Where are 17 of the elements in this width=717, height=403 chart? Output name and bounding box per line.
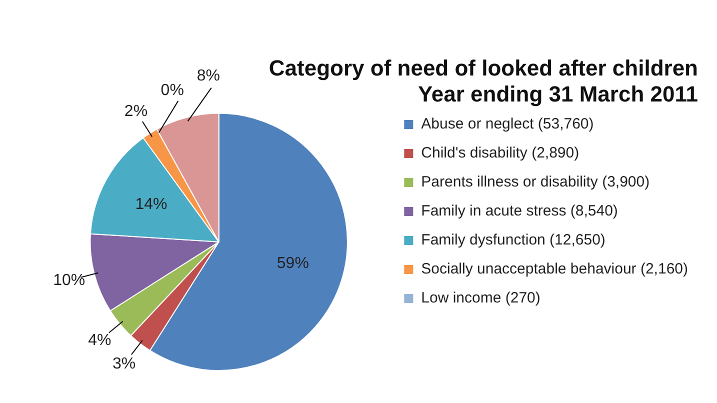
data-label: 8% bbox=[196, 68, 220, 85]
legend-label: Abuse or neglect (53,760) bbox=[421, 116, 594, 133]
legend-label: Child's disability (2,890) bbox=[421, 144, 580, 162]
data-label: 4% bbox=[88, 332, 112, 349]
legend-label: Family in acute stress (8,540) bbox=[421, 202, 618, 220]
legend-label: Low income (270) bbox=[421, 290, 540, 307]
data-label: 59% bbox=[276, 254, 309, 272]
legend-label: Parents illness or disability (3,900) bbox=[421, 174, 650, 191]
chart-title: Category of need of looked after children bbox=[268, 55, 698, 80]
text: Year ending 31 March 2011 bbox=[418, 82, 698, 107]
text: 0% bbox=[160, 82, 184, 99]
legend-label: Family dysfunction (12,650) bbox=[421, 232, 606, 249]
legend-label: Socially unacceptable behaviour (2,160) bbox=[421, 260, 688, 278]
data-label: 2% bbox=[124, 102, 148, 120]
data-label: 10% bbox=[53, 272, 86, 289]
data-label: 14% bbox=[135, 196, 168, 214]
data-label: 3% bbox=[112, 355, 136, 372]
